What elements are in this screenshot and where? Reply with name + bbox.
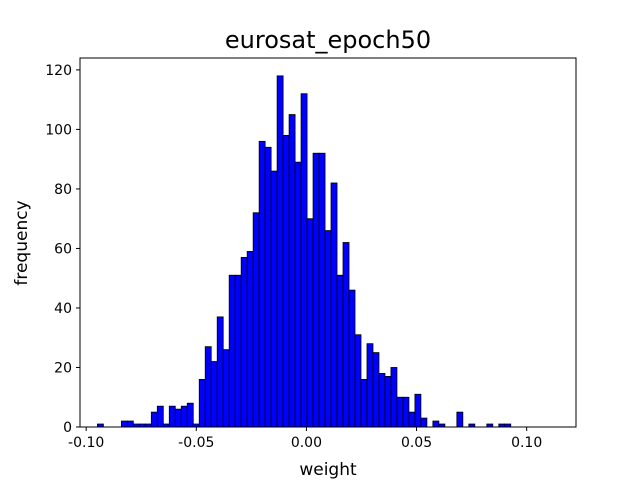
histogram-bar: [456, 411, 464, 428]
histogram-bar: [324, 230, 332, 428]
y-tick-label: 60: [54, 241, 72, 257]
histogram-bar: [378, 373, 386, 428]
histogram-bar: [126, 420, 134, 428]
histogram-bar: [294, 161, 302, 428]
histogram-bar: [300, 93, 308, 428]
histogram-bar: [228, 274, 236, 428]
histogram-bar: [288, 114, 296, 428]
histogram-bar: [156, 405, 164, 428]
histogram-bar: [330, 182, 338, 428]
histogram-bar: [282, 134, 290, 428]
y-tick-label: 40: [54, 301, 72, 317]
histogram-bar: [390, 367, 398, 428]
histogram-bar: [414, 393, 422, 428]
x-tick-label: 0.05: [401, 435, 432, 451]
x-tick-label: 0.10: [511, 435, 542, 451]
y-tick-label: 20: [54, 360, 72, 376]
histogram-bar: [234, 274, 242, 428]
histogram-bar: [252, 212, 260, 428]
histogram-bar: [246, 251, 254, 428]
y-tick-label: 0: [63, 420, 72, 436]
y-tick-label: 100: [45, 122, 72, 138]
histogram-bar: [270, 170, 278, 428]
histogram-bar: [372, 352, 380, 428]
x-axis: -0.10 -0.05 0.00 0.05 0.10: [68, 427, 542, 451]
x-tick-label: -0.10: [68, 435, 104, 451]
histogram-bar: [174, 408, 182, 428]
histogram-bar: [366, 343, 374, 428]
histogram-bar: [240, 256, 248, 428]
histogram-bar: [408, 411, 416, 428]
histogram-bar: [210, 361, 218, 428]
histogram-bar: [198, 378, 206, 428]
histogram-bar: [348, 289, 356, 428]
histogram-bar: [396, 396, 404, 428]
x-tick-label: -0.05: [178, 435, 214, 451]
y-axis-label: frequency: [12, 200, 32, 285]
histogram-bar: [312, 152, 320, 428]
histogram-bar: [168, 405, 176, 428]
histogram-bar: [318, 152, 326, 428]
y-tick-label: 120: [45, 63, 72, 79]
histogram-bar: [402, 396, 410, 428]
histogram-bar: [384, 376, 392, 428]
histogram-bar: [180, 405, 188, 428]
histogram-bar: [264, 146, 272, 428]
y-tick-label: 80: [54, 182, 72, 198]
histogram-bar: [306, 218, 314, 428]
histogram-bar: [360, 378, 368, 428]
histogram-bar: [216, 316, 224, 428]
histogram-bar: [204, 346, 212, 428]
x-axis-label: weight: [299, 460, 357, 480]
histogram-bar: [336, 274, 344, 428]
histogram-bar: [420, 417, 428, 428]
bars-group: [96, 75, 512, 428]
histogram-bar: [276, 75, 284, 428]
histogram-bar: [342, 242, 350, 428]
histogram-bar: [432, 420, 440, 428]
histogram-bar: [222, 349, 230, 428]
histogram-bar: [258, 140, 266, 428]
histogram-bar: [186, 402, 194, 428]
y-axis: 0 20 40 60 80 100 120: [45, 63, 80, 436]
histogram-bar: [354, 334, 362, 428]
plot-frame: [79, 57, 577, 428]
histogram-bar: [120, 420, 128, 428]
chart-title: eurosat_epoch50: [225, 26, 431, 54]
histogram-bar: [150, 411, 158, 428]
x-tick-label: 0.00: [291, 435, 322, 451]
